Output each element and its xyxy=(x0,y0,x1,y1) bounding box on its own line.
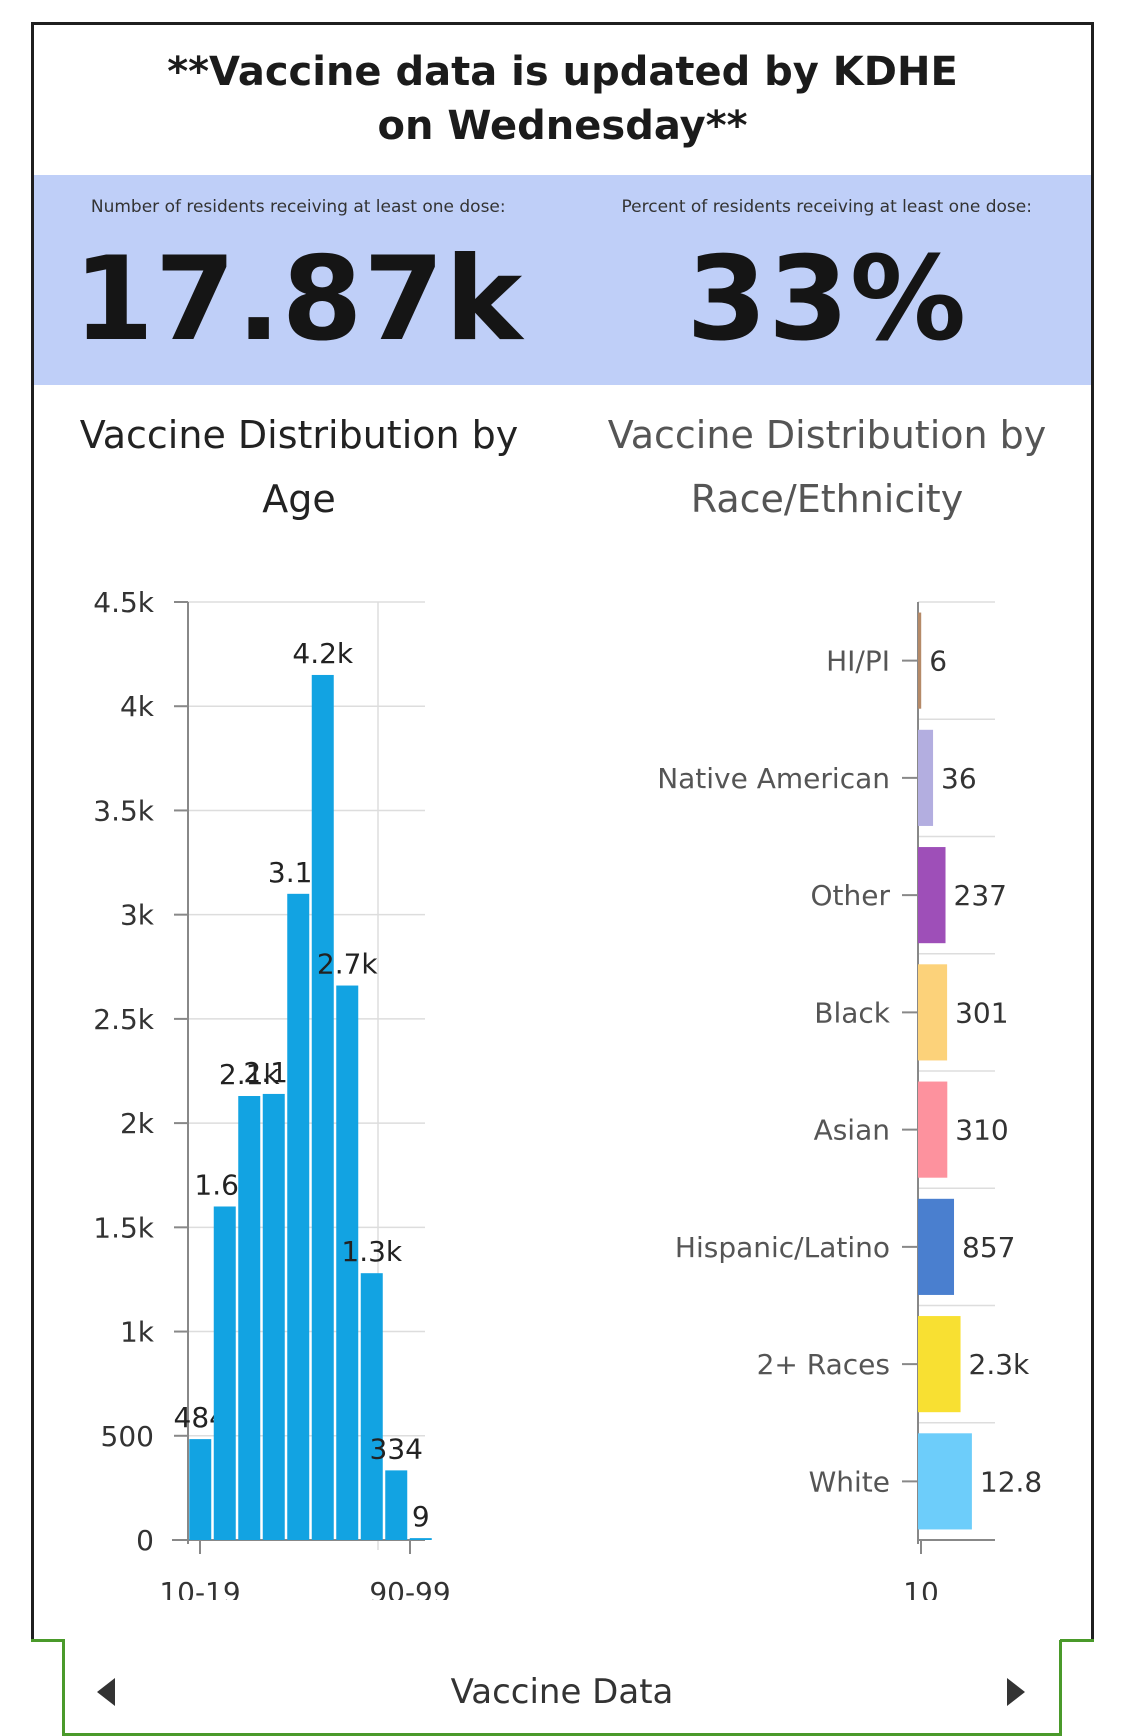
age-bar xyxy=(409,1538,432,1540)
age-y-tick-label: 2.5k xyxy=(93,1003,155,1036)
age-bar-label: 334 xyxy=(370,1432,423,1465)
age-x-tick-label: 90-99 xyxy=(369,1576,450,1600)
age-bar xyxy=(311,674,334,1540)
race-bar xyxy=(918,1198,955,1295)
age-chart: 05001k1.5k2k2.5k3k3.5k4k4.5k4841.6k2.1k2… xyxy=(93,586,450,1600)
age-bar xyxy=(385,1470,408,1540)
race-bar-label: 2.3k xyxy=(969,1348,1031,1381)
age-bar xyxy=(336,985,359,1540)
age-bar-label: 4.2k xyxy=(292,637,354,670)
footer-corner-left xyxy=(31,1639,65,1642)
kpi-residents-percent: Percent of residents receiving at least … xyxy=(563,175,1092,385)
age-y-tick-label: 1.5k xyxy=(93,1211,155,1244)
race-bar-label: 237 xyxy=(954,879,1007,912)
race-bar xyxy=(918,1081,948,1178)
age-bar-label: 2.7k xyxy=(317,948,379,981)
age-bar xyxy=(262,1093,285,1540)
age-y-tick-label: 4k xyxy=(120,690,155,723)
race-category-label: Black xyxy=(814,996,891,1029)
update-banner: **Vaccine data is updated by KDHE on Wed… xyxy=(34,45,1091,153)
race-category-label: Hispanic/Latino xyxy=(675,1231,890,1264)
race-bar xyxy=(918,964,948,1061)
age-y-tick-label: 3.5k xyxy=(93,794,155,827)
kpi-value: 17.87k xyxy=(73,232,524,367)
age-bar-label: 2.1k xyxy=(219,1058,281,1091)
race-bar xyxy=(918,612,922,709)
age-chart-title-line-1: Vaccine Distribution by xyxy=(79,413,519,457)
age-y-tick-label: 3k xyxy=(120,899,155,932)
race-category-label: 2+ Races xyxy=(757,1348,890,1381)
kpi-band: Number of residents receiving at least o… xyxy=(34,175,1091,385)
age-bar xyxy=(189,1439,212,1540)
race-category-label: HI/PI xyxy=(826,645,890,678)
triangle-left-icon[interactable] xyxy=(91,1674,121,1710)
race-category-label: White xyxy=(809,1465,890,1498)
race-category-label: Native American xyxy=(657,762,890,795)
age-bar-label: 9 xyxy=(412,1500,430,1533)
race-category-label: Other xyxy=(810,879,890,912)
age-bar xyxy=(287,893,310,1540)
triangle-right-icon[interactable] xyxy=(1001,1674,1031,1710)
footer-nav: Vaccine Data xyxy=(62,1640,1062,1736)
banner-line-2: on Wednesday** xyxy=(377,103,748,149)
race-bar-label: 857 xyxy=(962,1231,1015,1264)
footer-corner-right xyxy=(1060,1639,1094,1642)
race-chart-title-line-1: Vaccine Distribution by xyxy=(607,413,1047,457)
race-chart-title: Vaccine Distribution by Race/Ethnicity xyxy=(592,403,1062,531)
race-bar-label: 301 xyxy=(955,996,1008,1029)
kpi-residents-count: Number of residents receiving at least o… xyxy=(34,175,563,385)
kpi-value: 33% xyxy=(686,232,968,367)
race-bar xyxy=(918,1433,972,1530)
race-bar-label: 36 xyxy=(941,762,977,795)
age-x-tick-label: 10-19 xyxy=(159,1576,240,1600)
age-y-tick-label: 2k xyxy=(120,1107,155,1140)
banner-line-1: **Vaccine data is updated by KDHE xyxy=(167,49,958,95)
age-y-tick-label: 0 xyxy=(136,1524,154,1557)
race-category-label: Asian xyxy=(814,1114,890,1147)
kpi-label: Number of residents receiving at least o… xyxy=(90,197,506,217)
race-bar-label: 6 xyxy=(929,645,947,678)
age-bar xyxy=(213,1206,236,1540)
race-bar-label: 310 xyxy=(955,1114,1008,1147)
age-y-tick-label: 1k xyxy=(120,1316,155,1349)
age-bar xyxy=(238,1096,261,1540)
age-bar-label: 1.3k xyxy=(341,1235,403,1268)
race-bar xyxy=(918,1316,961,1413)
age-chart-title-line-2: Age xyxy=(262,477,336,521)
age-bar xyxy=(360,1273,383,1540)
age-y-tick-label: 500 xyxy=(101,1420,154,1453)
race-bar-label: 12.8 xyxy=(980,1465,1042,1498)
race-bar xyxy=(918,729,934,826)
race-x-tick-label: 10 xyxy=(903,1576,939,1600)
age-chart-title: Vaccine Distribution by Age xyxy=(64,403,534,531)
race-chart-title-line-2: Race/Ethnicity xyxy=(690,477,964,521)
age-y-tick-label: 4.5k xyxy=(93,586,155,619)
kpi-label: Percent of residents receiving at least … xyxy=(621,197,1032,217)
dashboard-card: **Vaccine data is updated by KDHE on Wed… xyxy=(31,22,1094,1642)
race-chart: HI/PI 6 Native American 36 Other 237 Black 301 A… xyxy=(657,601,1042,1600)
footer-title: Vaccine Data xyxy=(450,1672,674,1712)
race-bar xyxy=(918,847,946,944)
